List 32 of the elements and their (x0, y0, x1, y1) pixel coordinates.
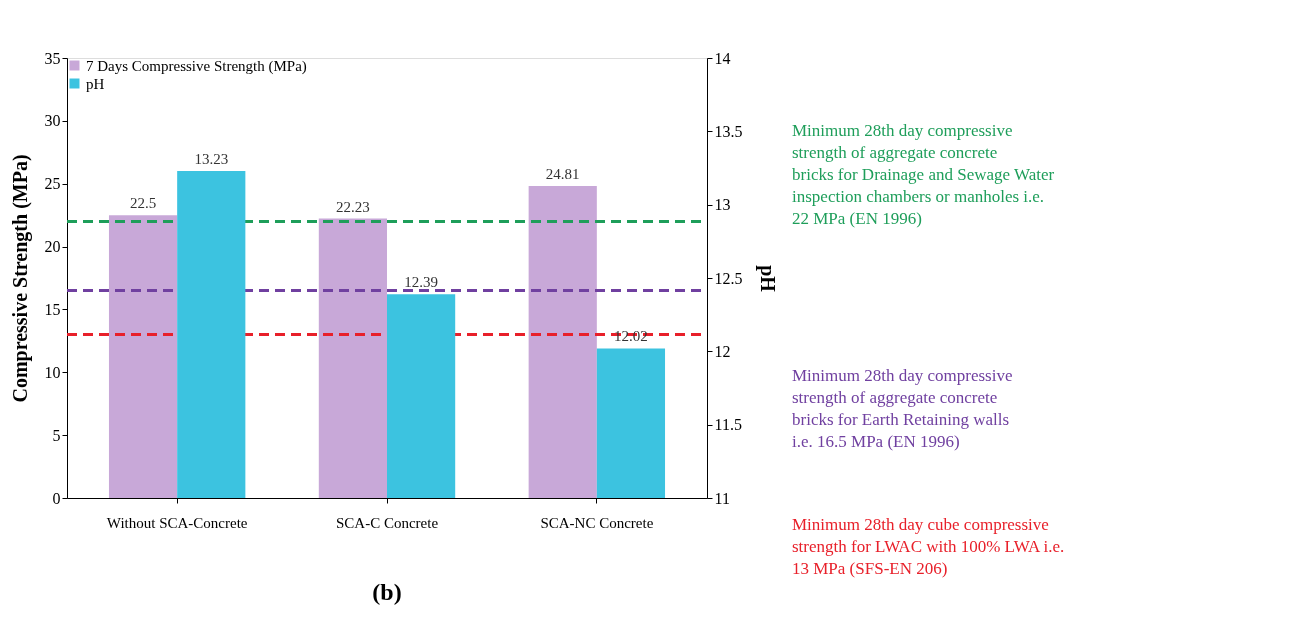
x-tick-label: SCA-C Concrete (335, 514, 439, 531)
y-tick-label: 20 (44, 238, 61, 256)
y2-tick-label: 13.5 (714, 122, 743, 140)
y-tick-label: 25 (44, 175, 61, 193)
y2-tick-label: 12 (714, 342, 731, 360)
legend-label: 7 Days Compressive Strength (MPa) (86, 57, 307, 75)
legend-label: pH (86, 75, 105, 92)
y-tick-label: 0 (52, 489, 61, 507)
ref-line-label: Minimum 28th day compressive strength of aggregate concrete bricks for Earth Retaining walls i.e. 16.5 MPa (EN 1996) (792, 365, 1013, 451)
ref-line-label: Minimum 28th day compressive strength of aggregate concrete bricks for Drainage and Sewage Water inspection chambers or manholes i.e. 22 MPa (EN 1996) (792, 121, 1055, 229)
data-label: 22.23 (336, 198, 370, 215)
y-axis-title: Compressive Strength (MPa) (8, 154, 32, 403)
data-label: 24.81 (545, 166, 580, 183)
ref-line-label: Minimum 28th day cube compressive strength for LWAC with 100% LWA i.e. 13 MPa (SFS-EN 206) (792, 514, 1065, 578)
x-tick-label: Without SCA-Concrete (106, 514, 248, 531)
y2-axis-title: pH (755, 265, 779, 293)
y-tick-label: 15 (44, 300, 61, 318)
y2-tick-label: 13 (714, 196, 731, 214)
y-tick-label: 10 (44, 363, 61, 381)
y2-tick-label: 12.5 (714, 269, 743, 287)
bar (528, 186, 597, 498)
y2-tick-label: 14 (714, 49, 731, 67)
data-label: 22.5 (129, 195, 157, 212)
y-tick-label: 35 (44, 49, 61, 67)
data-label: 13.23 (194, 150, 229, 167)
x-tick-label: SCA-NC Concrete (540, 514, 654, 531)
y-tick-label: 5 (52, 426, 61, 444)
y2-tick-label: 11.5 (714, 416, 742, 434)
y-tick-label: 30 (44, 112, 61, 130)
y2-tick-label: 11 (714, 489, 730, 507)
data-label: 12.39 (404, 274, 438, 291)
text: (b) (372, 578, 402, 605)
